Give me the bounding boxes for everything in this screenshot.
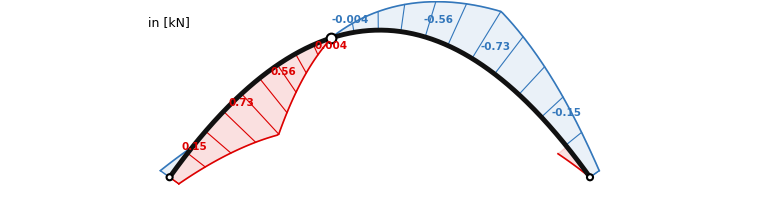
Text: -0.004: -0.004: [332, 15, 369, 25]
Text: 0.004: 0.004: [315, 41, 348, 51]
Polygon shape: [578, 180, 602, 192]
Text: 0.56: 0.56: [270, 67, 296, 77]
Circle shape: [587, 174, 593, 180]
Circle shape: [167, 174, 173, 180]
Polygon shape: [558, 147, 590, 177]
Text: -0.56: -0.56: [424, 15, 454, 25]
Text: -0.73: -0.73: [480, 42, 511, 52]
Polygon shape: [170, 38, 332, 184]
Text: 0.73: 0.73: [228, 99, 254, 108]
Polygon shape: [332, 2, 599, 177]
Polygon shape: [161, 147, 193, 177]
Text: 0.15: 0.15: [182, 142, 207, 152]
Text: -0.15: -0.15: [552, 108, 582, 118]
Polygon shape: [157, 180, 182, 192]
Text: in [kN]: in [kN]: [148, 16, 190, 29]
